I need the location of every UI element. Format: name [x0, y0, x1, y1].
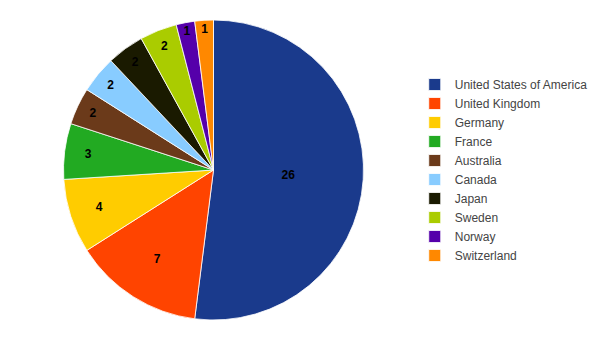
svg-text:2: 2 — [132, 55, 139, 69]
svg-text:1: 1 — [184, 24, 191, 38]
svg-text:United Kingdom: United Kingdom — [455, 97, 540, 111]
svg-text:Canada: Canada — [455, 173, 497, 187]
svg-text:Sweden: Sweden — [455, 211, 498, 225]
svg-text:Australia: Australia — [455, 154, 502, 168]
svg-text:4: 4 — [96, 200, 103, 214]
svg-text:Japan: Japan — [455, 192, 488, 206]
svg-text:1: 1 — [201, 22, 208, 36]
svg-text:Norway: Norway — [455, 230, 496, 244]
svg-text:3: 3 — [85, 147, 92, 161]
svg-text:Switzerland: Switzerland — [455, 249, 517, 263]
svg-text:26: 26 — [282, 168, 296, 182]
svg-text:United States of America: United States of America — [455, 78, 587, 92]
svg-text:France: France — [455, 135, 493, 149]
svg-text:2: 2 — [89, 106, 96, 120]
svg-text:7: 7 — [154, 252, 161, 266]
svg-text:2: 2 — [161, 39, 168, 53]
svg-text:2: 2 — [107, 78, 114, 92]
svg-text:Germany: Germany — [455, 116, 504, 130]
